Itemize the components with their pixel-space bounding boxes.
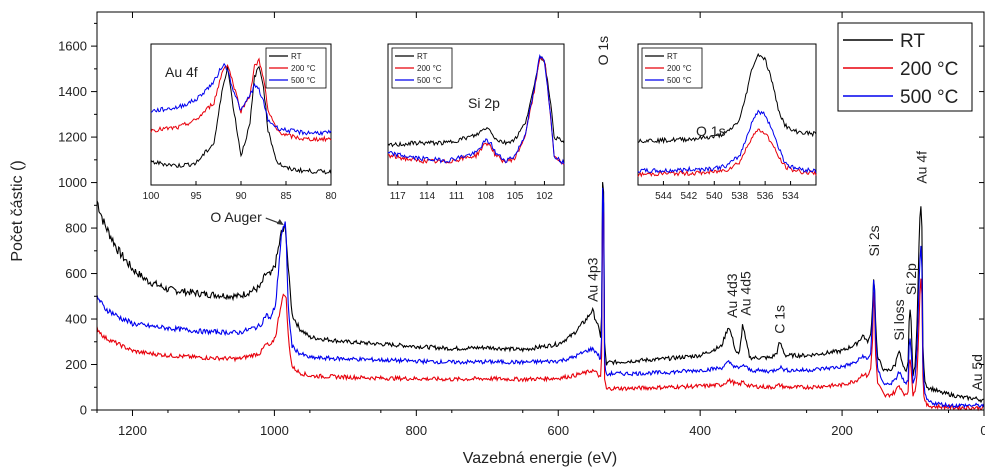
x-tick-label: 400	[689, 423, 711, 438]
inset-x-tick-label: 536	[757, 191, 774, 202]
inset-line-200-c	[637, 128, 817, 178]
inset-x-tick-label: 100	[143, 191, 160, 202]
inset-x-tick-label: 534	[782, 191, 799, 202]
inset-x-tick-label: 95	[190, 191, 202, 202]
inset-au-4f: 100 95 90 85 80 RT 200 °C 500 °C Au 4f	[143, 43, 337, 202]
inset-legend-label-500-c: 500 °C	[291, 76, 316, 85]
peak-label-au-4p3: Au 4p3	[584, 257, 600, 302]
y-tick-label: 400	[65, 312, 87, 327]
inset-x-tick-label: 80	[325, 191, 337, 202]
inset-line-500-c	[387, 54, 565, 166]
plot-frame	[96, 11, 985, 411]
x-tick-label: 200	[831, 423, 853, 438]
inset-x-tick-label: 102	[536, 191, 553, 202]
inset-line-500-c	[150, 62, 332, 137]
inset-si-2p: 117 114 111 108 105 102 RT 200 °C 500 °C Si 2p	[387, 43, 565, 202]
inset-legend-label-200-c: 200 °C	[667, 64, 692, 73]
inset-label-o-1s: O 1s	[696, 123, 726, 139]
legend-label-500-c: 500 °C	[900, 87, 958, 108]
inset-label-si-2p: Si 2p	[468, 95, 500, 111]
y-tick-label: 800	[65, 221, 87, 236]
peak-label-o-auger: O Auger	[210, 209, 262, 225]
inset-x-tick-label: 544	[655, 191, 672, 202]
y-tick-label: 1200	[58, 130, 87, 145]
legend-label-200-c: 200 °C	[900, 59, 958, 80]
inset-label-au-4f: Au 4f	[165, 64, 198, 80]
peak-label-si-loss: Si loss	[891, 299, 907, 340]
x-tick-label: 600	[547, 423, 569, 438]
x-axis-label: Vazebná energie (eV)	[463, 450, 617, 467]
inset-legend-label-200-c: 200 °C	[291, 64, 316, 73]
inset-o-1s: 544 542 540 538 536 534 RT 200 °C 500 °C O 1s	[637, 43, 817, 202]
series-line-rt	[96, 182, 985, 404]
inset-x-tick-label: 117	[390, 191, 406, 202]
x-tick-label: 1200	[118, 423, 147, 438]
inset-line-500-c	[637, 109, 817, 174]
x-tick-label: 0	[980, 423, 985, 438]
axes-group: 1200 1000 800 600 400 200 0 0 200 400 600 800 1000 12…	[58, 12, 985, 438]
inset-x-tick-label: 538	[731, 191, 748, 202]
peak-label-au-4f: Au 4f	[914, 151, 930, 184]
inset-x-tick-label: 111	[449, 191, 465, 202]
inset-x-tick-label: 114	[419, 191, 435, 202]
peak-label-si-2p: Si 2p	[903, 263, 919, 295]
inset-legend-label-rt: RT	[417, 52, 428, 61]
inset-line-rt	[150, 65, 332, 175]
inset-x-tick-label: 540	[706, 191, 723, 202]
inset-legend-label-rt: RT	[667, 52, 678, 61]
inset-legend-label-200-c: 200 °C	[417, 64, 442, 73]
inset-legend-label-500-c: 500 °C	[417, 76, 442, 85]
peak-label-c-1s: C 1s	[772, 305, 788, 334]
peak-label-au-4d3: Au 4d3	[724, 273, 740, 318]
peak-label-au-5d: Au 5d	[969, 354, 985, 391]
y-tick-label: 1000	[58, 175, 87, 190]
y-tick-label: 0	[80, 403, 87, 418]
x-tick-label: 800	[405, 423, 427, 438]
main-legend: RT 200 °C 500 °C	[837, 22, 973, 112]
inset-x-tick-label: 108	[477, 191, 494, 202]
inset-legend-label-500-c: 500 °C	[667, 76, 692, 85]
inset-x-tick-label: 85	[280, 191, 292, 202]
inset-line-rt	[637, 52, 817, 145]
inset-x-tick-label: 105	[507, 191, 524, 202]
inset-legend-label-rt: RT	[291, 52, 302, 61]
inset-x-tick-label: 90	[235, 191, 247, 202]
y-tick-label: 200	[65, 357, 87, 372]
series-line-200-c	[96, 211, 985, 412]
legend-label-rt: RT	[900, 31, 925, 52]
inset-x-tick-label: 542	[681, 191, 698, 202]
inset-line-200-c	[150, 57, 332, 143]
peak-label-au-4d5: Au 4d5	[738, 271, 754, 316]
x-tick-label: 1000	[260, 423, 289, 438]
main-series-group	[96, 182, 985, 412]
peak-label-o-1s: O 1s	[595, 36, 611, 66]
y-axis-label: Počet částic ()	[9, 160, 26, 261]
y-tick-label: 600	[65, 266, 87, 281]
y-tick-label: 1400	[58, 84, 87, 99]
y-tick-label: 1600	[58, 39, 87, 54]
o-auger-arrow-head	[276, 219, 284, 226]
peak-label-si-2s: Si 2s	[866, 225, 882, 256]
legend-box	[837, 22, 973, 112]
series-line-500-c	[96, 187, 985, 409]
